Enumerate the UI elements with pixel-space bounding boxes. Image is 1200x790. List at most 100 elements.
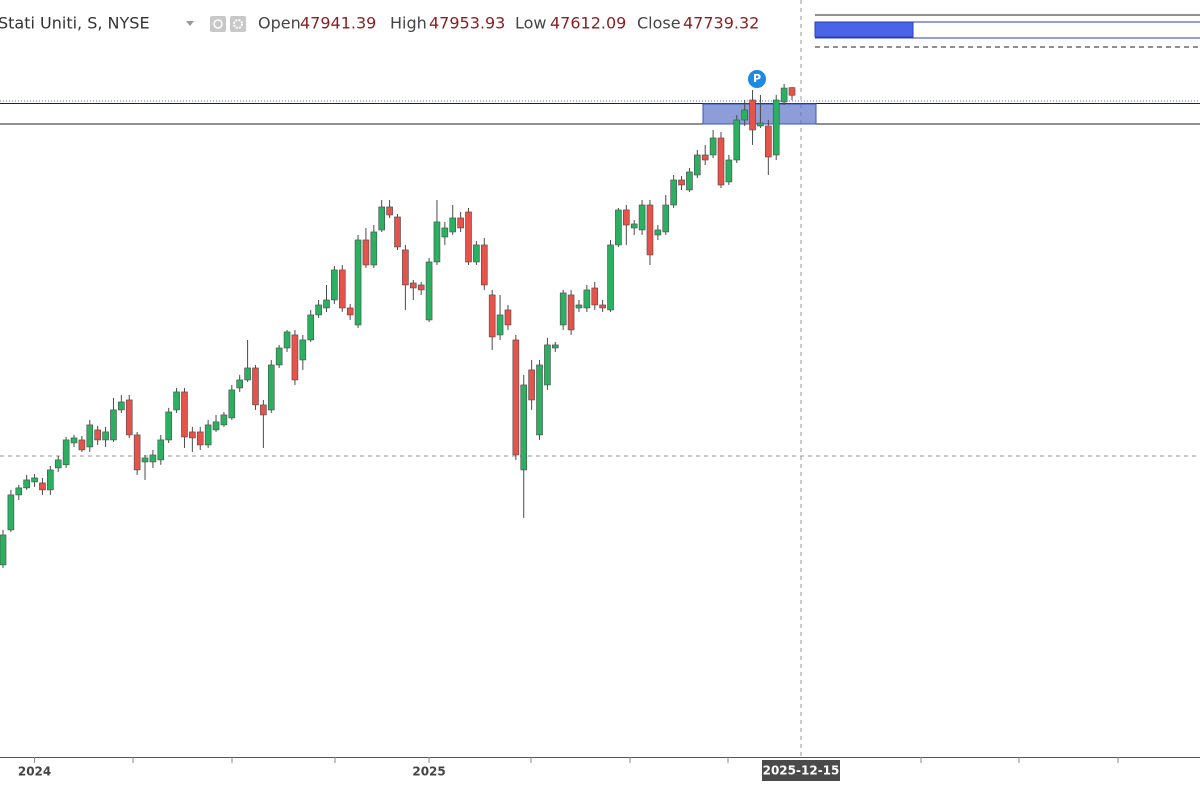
candle-body [23, 479, 30, 489]
candle-body [717, 137, 725, 186]
candle-body [694, 154, 701, 176]
candle-body [260, 404, 267, 416]
candle-body [575, 304, 583, 309]
candle-body [307, 314, 315, 341]
symbol-title[interactable]: Stati Uniti, S, NYSE [0, 14, 150, 33]
candle-body [39, 482, 46, 491]
level-box[interactable] [814, 21, 914, 38]
dropdown-arrow[interactable] [186, 21, 194, 26]
settings-icon[interactable] [230, 16, 246, 32]
candles [0, 84, 796, 568]
candle-body [7, 494, 15, 531]
candle-body [47, 469, 54, 491]
candle-body [54, 459, 62, 469]
candle-body [291, 334, 299, 381]
candle-body [78, 439, 86, 451]
candle-body [110, 409, 117, 441]
x-tick-label: 2024 [18, 765, 51, 779]
candle-body [425, 261, 433, 321]
candle-body [583, 289, 591, 309]
open-value: 47941.39 [300, 14, 376, 33]
candle-body [338, 269, 346, 309]
eye-icon[interactable] [210, 16, 226, 32]
candle-body [86, 424, 94, 448]
candle-body [346, 307, 354, 316]
candle-body [252, 367, 259, 406]
candle-body [433, 221, 441, 263]
candle-body [62, 439, 70, 466]
high-value: 47953.93 [429, 14, 505, 33]
candle-body [394, 216, 401, 248]
candle-body [181, 391, 188, 438]
candle-body [528, 369, 535, 401]
candle-body [378, 206, 386, 231]
candle-body [354, 239, 362, 326]
candle-body [402, 249, 409, 286]
open-label: Open [258, 14, 301, 33]
candle-body [244, 367, 251, 381]
close-value: 47739.32 [683, 14, 759, 33]
candle-body [157, 439, 165, 461]
candle-body [536, 364, 543, 436]
x-axis-area [0, 757, 1200, 786]
candle-body [331, 269, 338, 301]
candle-body [94, 429, 101, 441]
candle-body [173, 391, 180, 411]
candle-body [615, 209, 622, 246]
candle-body [220, 414, 228, 426]
high-label: High [390, 14, 427, 33]
candle-body [275, 347, 283, 366]
candle-body [141, 457, 149, 463]
candle-body [788, 87, 796, 96]
candle-body [772, 99, 780, 156]
candle-body [520, 384, 528, 471]
candle-body [488, 294, 496, 338]
candle-body [386, 206, 393, 216]
candle-body [670, 179, 677, 206]
candle-body [125, 399, 133, 436]
candle-body [623, 209, 630, 226]
candle-body [118, 401, 125, 411]
low-value: 47612.09 [550, 14, 626, 33]
candle-body [323, 299, 330, 309]
candle-body [780, 87, 788, 103]
x-axis-labels: 2024 2025 [18, 757, 446, 779]
candle-body [607, 244, 614, 311]
candle-body [504, 309, 512, 326]
candle-body [630, 223, 638, 229]
candle-body [449, 217, 457, 233]
close-label: Close [637, 14, 681, 33]
candle-body [267, 364, 275, 411]
candle-body [567, 294, 575, 331]
candle-body [662, 204, 670, 233]
candle-body [15, 487, 23, 496]
candle-body [362, 239, 370, 266]
candle-body [228, 389, 236, 419]
candle-body [686, 171, 693, 191]
crosshair-label-box [762, 760, 840, 781]
candle-body [165, 411, 172, 441]
candle-body [480, 244, 488, 286]
annotation-text: P [753, 72, 761, 85]
candle-body [149, 454, 157, 463]
eye-icon-glyph [213, 19, 223, 29]
candle-body [283, 331, 291, 349]
candle-body [701, 154, 709, 161]
candle-body [102, 431, 109, 441]
annotation-marker[interactable] [748, 70, 766, 88]
x-tick-label: 2025 [412, 765, 445, 779]
candle-body [741, 109, 748, 121]
candle-body [725, 159, 733, 183]
candle-body [544, 344, 551, 386]
candle-body [0, 534, 7, 566]
candle-body [646, 204, 654, 256]
candle-body [465, 211, 472, 263]
candle-body [591, 287, 599, 306]
candle-body [315, 304, 322, 316]
x-axis-ticks [132, 757, 1119, 763]
candle-body [417, 284, 425, 291]
zone-box[interactable] [702, 103, 817, 125]
